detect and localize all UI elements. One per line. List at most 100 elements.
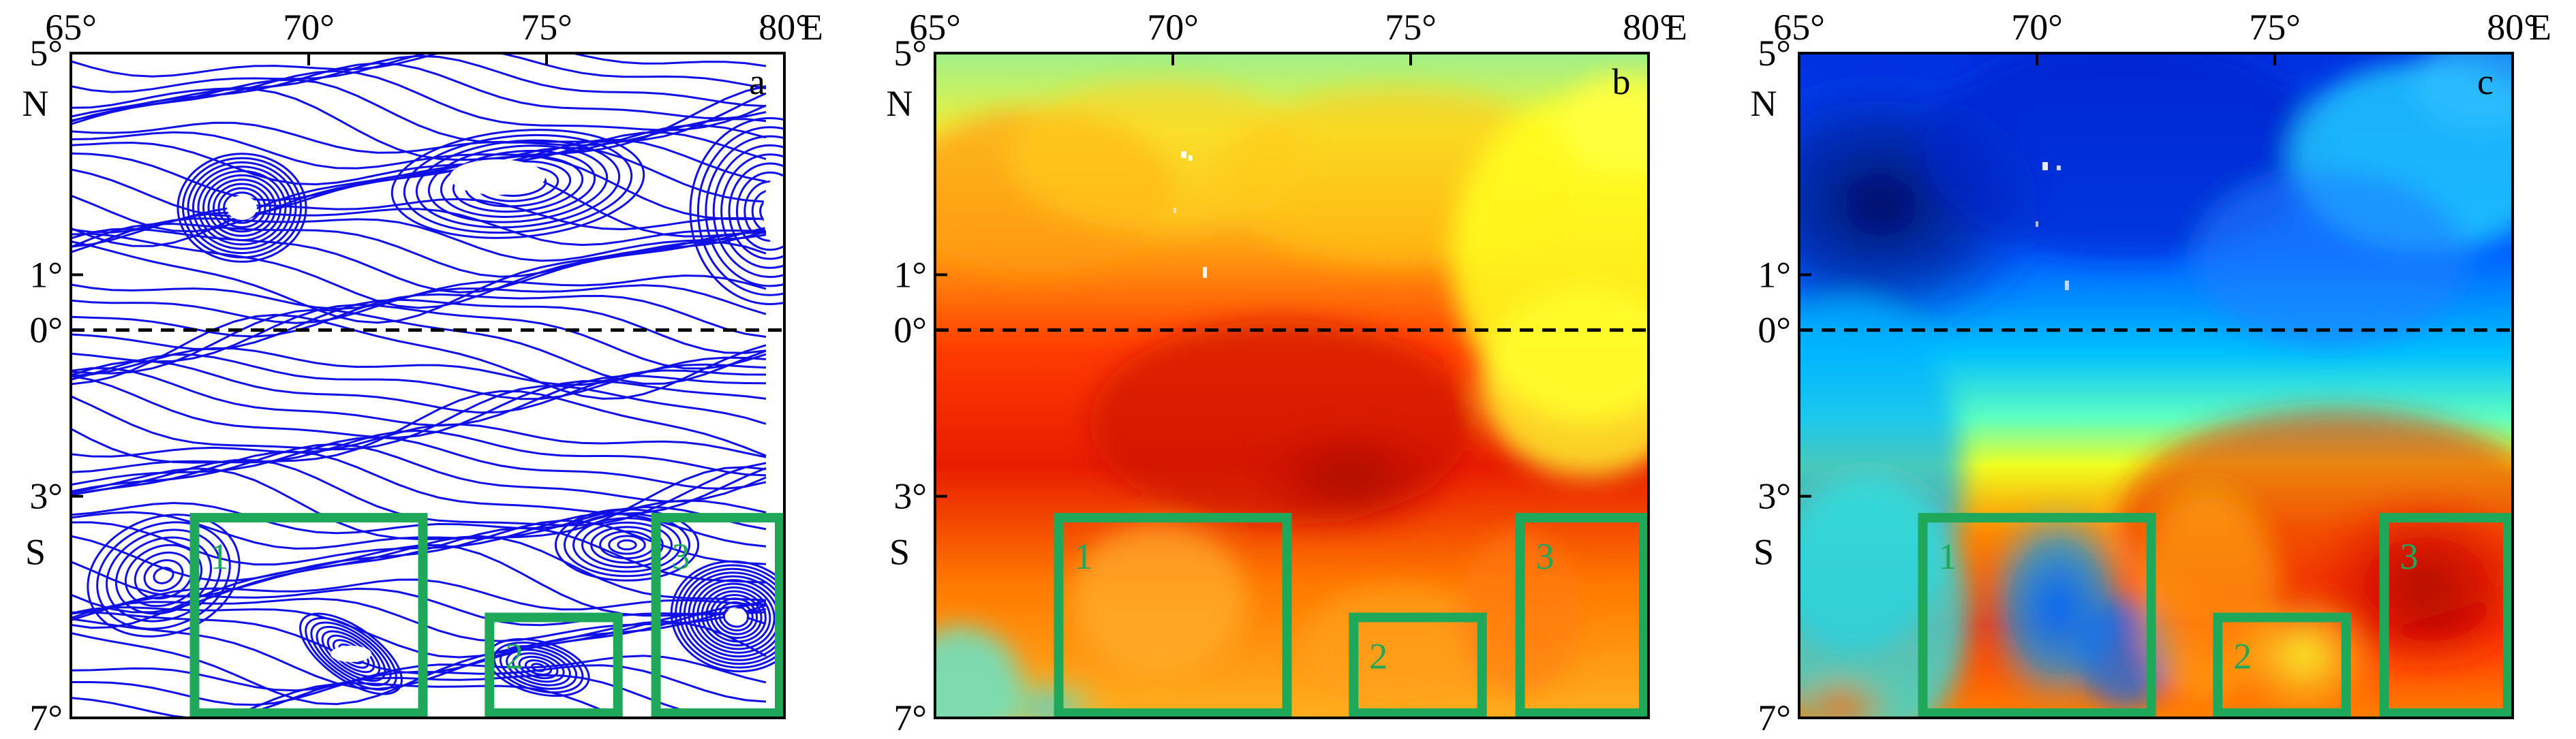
eddy-south-box1 (299, 612, 403, 695)
eddy-north-west (213, 183, 271, 233)
streamline (71, 303, 767, 370)
streamline (71, 54, 767, 109)
y-tick-label: 0° (1758, 310, 1791, 351)
eddy-north-east (735, 171, 784, 251)
y-tick-label: 7° (893, 697, 927, 738)
eddy-south-box3 (675, 564, 784, 669)
eddy-south-box3 (722, 605, 750, 628)
eddy-south-box1 (305, 616, 397, 691)
eddy-south-box3 (683, 571, 784, 661)
streamline (71, 367, 767, 427)
eddy-north-east (743, 180, 784, 242)
eddy-south-box1 (321, 630, 381, 678)
region-box-2 (485, 612, 623, 718)
eddy-north-center (440, 150, 596, 218)
region-box-label-3: 3 (1536, 536, 1554, 577)
eddy-south-center (572, 517, 681, 573)
eddy-north-east (728, 162, 784, 260)
eddy-north-west (207, 178, 277, 237)
eddy-north-east (689, 117, 784, 305)
eddy-core (725, 608, 747, 625)
streamline (71, 375, 767, 439)
region-box-3 (2379, 513, 2513, 718)
x-tick-label: 80° (1623, 7, 1674, 48)
eddy-core (763, 177, 784, 245)
eddy-south-box2 (499, 645, 578, 690)
y-tick-label: 1° (29, 254, 63, 295)
eddy-core (227, 195, 257, 220)
panel-letter-b: b (1612, 61, 1631, 102)
north-label: N (887, 83, 913, 124)
streamline (71, 360, 767, 414)
eddy-south-box2 (506, 648, 571, 687)
streamline-field (71, 53, 784, 718)
x-unit-label: E (801, 7, 823, 48)
region-box-1 (189, 513, 428, 718)
eddy-south-center (608, 535, 646, 555)
south-label: S (889, 532, 910, 573)
x-tick-label: 65° (1773, 7, 1825, 48)
y-tick-label: 5° (893, 33, 927, 74)
streamline (71, 164, 767, 247)
streamline (71, 118, 767, 154)
streamline (71, 78, 767, 144)
streamline (71, 208, 767, 248)
streamline (71, 423, 767, 458)
eddy-south-box3 (696, 582, 776, 650)
eddy-north-west (197, 170, 287, 246)
eddy-south-west (124, 544, 203, 608)
panel-c-colorfield (1799, 53, 2513, 718)
x-tick-label: 75° (2249, 7, 2301, 48)
eddy-south-box2 (518, 655, 559, 680)
y-tick-label: 5° (29, 33, 63, 74)
eddy-north-west (217, 187, 266, 229)
region-box-label-1: 1 (211, 536, 229, 577)
streamline (71, 385, 767, 451)
x-tick-label: 75° (1385, 7, 1437, 48)
x-tick-label: 65° (909, 7, 961, 48)
eddy-north-west (202, 174, 281, 242)
y-tick-label: 7° (1758, 697, 1791, 738)
panel-letter-c: c (2477, 61, 2494, 102)
x-tick-label: 65° (45, 7, 97, 48)
eddy-south-center (581, 521, 673, 569)
streamline (71, 217, 767, 262)
eddy-south-box3 (679, 567, 784, 665)
x-unit-label: E (2529, 7, 2551, 48)
x-tick-label: 70° (2011, 7, 2063, 48)
eddy-north-west (191, 166, 292, 250)
eddy-south-box2 (524, 659, 553, 676)
eddy-north-center (427, 144, 609, 223)
eddy-north-center (452, 155, 584, 213)
y-tick-label: 0° (29, 310, 63, 351)
region-box-1 (1054, 513, 1292, 718)
eddy-south-west (143, 559, 184, 592)
eddy-south-box1 (326, 634, 375, 674)
eddy-south-center (617, 539, 637, 551)
panel-a-axes: 1 2 3 65° 70° 75° 80°E 5° 1° 0° 3° 7° N Sa (22, 7, 824, 738)
x-tick-label: 80° (758, 7, 810, 48)
region-box-label-2: 2 (505, 636, 523, 677)
streamline (71, 390, 767, 464)
y-tick-label: 7° (29, 697, 63, 738)
y-tick-label: 3° (1758, 476, 1791, 517)
x-unit-label: E (1665, 7, 1687, 48)
eddy-south-box2 (493, 642, 584, 693)
north-label: N (1751, 83, 1777, 124)
eddy-north-center (390, 129, 645, 239)
eddy-south-box3 (714, 597, 758, 635)
region-box-label-1: 1 (1939, 536, 1957, 577)
region-box-2 (1349, 612, 1487, 718)
region-box-label-2: 2 (2233, 636, 2252, 677)
panel-a-frame (70, 52, 786, 719)
south-label: S (1753, 532, 1774, 573)
eddy-south-west (153, 567, 174, 584)
x-tick-label: 70° (1147, 7, 1199, 48)
panel-c-frame (1798, 52, 2514, 719)
panel-c (1799, 53, 2513, 718)
eddy-south-box3 (670, 560, 784, 673)
eddy-north-center (415, 139, 621, 229)
eddy-south-west (106, 529, 221, 623)
eddy-north-west (181, 157, 303, 259)
